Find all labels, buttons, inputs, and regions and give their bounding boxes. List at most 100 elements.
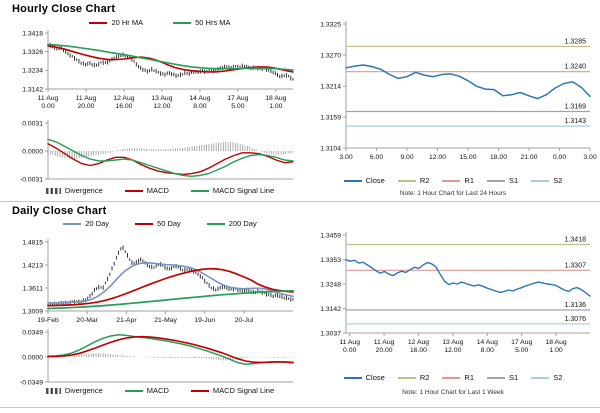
- x-tick-label: 12 Aug: [113, 95, 134, 102]
- series-line-50-day: [47, 267, 294, 307]
- x-tick-label: 18 Aug: [545, 339, 566, 346]
- line-swatch-icon: [343, 376, 362, 379]
- line-swatch-icon: [190, 189, 209, 192]
- legend-label: 20 Day: [85, 219, 110, 228]
- x-tick-label: 19-Jun: [194, 317, 215, 324]
- legend-label: S1: [509, 373, 519, 382]
- y-tick-label: 1.3037: [320, 330, 341, 337]
- level-label-s2: 1.3143: [565, 118, 587, 125]
- line-swatch-icon: [124, 389, 143, 392]
- legend-label: 200 Day: [228, 219, 257, 228]
- weekly-levels-legend: Close R2 R1 S1 S2: [316, 373, 590, 382]
- legend-item: Divergence: [45, 386, 103, 395]
- legend-item: 50 Hrs MA: [173, 18, 231, 27]
- legend-item: R2: [397, 176, 430, 185]
- weekly-levels-note: Note: 1 Hour Chart for Last 1 Week: [402, 389, 504, 396]
- hourly-levels-legend: Close R2 R1 S1 S2: [316, 176, 590, 185]
- y-tick-label: 0.0031: [22, 120, 43, 127]
- y-tick-label: 1.4213: [22, 262, 43, 269]
- daily-close-chart: 1.4815 1.4213 1.3611 1.3009 19-Feb 20-Mar 21-A…: [22, 239, 294, 324]
- x-tick-label: 12.00: [429, 154, 446, 161]
- legend-item: MACD Signal Line: [190, 186, 274, 195]
- legend-item: S2: [531, 373, 562, 382]
- legend-item: 20 Hr MA: [89, 18, 143, 27]
- legend-label: R1: [464, 373, 474, 382]
- line-swatch-icon: [89, 21, 108, 24]
- hourly-macd-chart: 0.0031 0.0000 -0.0031: [20, 120, 294, 183]
- series-line-macd-signal-line: [47, 138, 294, 177]
- x-tick-label: 0.00: [553, 154, 566, 161]
- level-label-r1: 1.3240: [565, 64, 587, 71]
- legend-label: MACD: [146, 186, 169, 195]
- y-tick-label: 0.0000: [22, 148, 43, 155]
- x-tick-label: 20-Jul: [235, 317, 254, 324]
- y-tick-label: 1.3611: [23, 285, 44, 292]
- line-swatch-icon: [343, 179, 362, 182]
- legend-label: R2: [419, 176, 430, 185]
- series-line-20-day: [47, 261, 294, 304]
- x-tick-label: 12.00: [444, 347, 461, 354]
- line-swatch-icon: [190, 389, 209, 392]
- y-tick-label: 1.3104: [320, 145, 341, 152]
- line-swatch-icon: [531, 179, 550, 182]
- level-label-s2: 1.3076: [565, 316, 587, 323]
- legend-item: S1: [487, 176, 518, 185]
- legend-label: S2: [553, 176, 563, 185]
- x-tick-label: 12 Aug: [408, 339, 429, 346]
- divergence-bars: [47, 141, 294, 159]
- y-tick-label: 1.3270: [320, 52, 341, 59]
- legend-label: R2: [419, 373, 430, 382]
- legend-label: S2: [553, 373, 563, 382]
- line-swatch-icon: [63, 222, 82, 225]
- bars-swatch-icon: [45, 187, 61, 194]
- x-tick-label: 20.00: [376, 347, 393, 354]
- series-line-close: [345, 64, 591, 100]
- line-swatch-icon: [397, 376, 416, 379]
- line-swatch-icon: [206, 222, 225, 225]
- series-line-50-hrs-ma: [47, 43, 294, 71]
- x-tick-label: 16.00: [115, 103, 132, 110]
- hourly-macd-legend: Divergence MACD MACD Signal Line: [30, 186, 290, 195]
- x-tick-label: 16.00: [410, 347, 427, 354]
- y-tick-label: 1.3418: [22, 30, 43, 37]
- bars-swatch-icon: [45, 387, 61, 394]
- daily-ma-legend: 20 Day 50 Day 200 Day: [40, 219, 280, 228]
- line-swatch-icon: [487, 179, 505, 182]
- line-swatch-icon: [173, 21, 192, 24]
- x-tick-label: 13 Aug: [442, 339, 463, 346]
- x-tick-label: 1.00: [549, 347, 562, 354]
- y-tick-label: 1.3234: [22, 68, 43, 75]
- legend-label: MACD Signal Line: [212, 386, 275, 395]
- x-tick-label: 9.00: [400, 154, 413, 161]
- price-bars: [47, 43, 294, 81]
- x-tick-label: 15.00: [459, 154, 476, 161]
- y-tick-label: 1.3353: [320, 257, 341, 264]
- x-tick-label: 19-Feb: [37, 317, 59, 324]
- x-tick-label: 18.00: [490, 154, 507, 161]
- y-tick-label: 1.4815: [22, 239, 43, 246]
- x-tick-label: 21-May: [154, 317, 177, 324]
- level-label-r1: 1.3307: [565, 262, 587, 269]
- x-tick-label: 1.00: [269, 103, 282, 110]
- y-tick-label: 1.3142: [320, 306, 341, 313]
- x-tick-label: 3.00: [339, 154, 352, 161]
- x-tick-label: 5.00: [231, 103, 244, 110]
- series-line-20-hr-ma: [47, 44, 294, 73]
- legend-item: 200 Day: [206, 219, 257, 228]
- legend-item: S1: [487, 373, 518, 382]
- y-tick-label: 0.0000: [22, 354, 43, 361]
- legend-item: R2: [397, 373, 430, 382]
- hourly-levels-note: Note: 1 Hour Chart for Last 24 Hours: [399, 190, 507, 197]
- x-tick-label: 6.00: [370, 154, 383, 161]
- x-tick-label: 17 Aug: [511, 339, 532, 346]
- legend-label: R1: [464, 176, 474, 185]
- legend-item: R1: [442, 176, 474, 185]
- legend-item: MACD: [124, 186, 169, 195]
- x-tick-label: 11 Aug: [374, 339, 395, 346]
- legend-item: 20 Day: [63, 219, 109, 228]
- line-swatch-icon: [442, 179, 461, 182]
- line-swatch-icon: [135, 222, 154, 225]
- hourly-ma-legend: 20 Hr MA 50 Hrs MA: [40, 18, 280, 27]
- y-tick-label: 1.3459: [320, 232, 341, 239]
